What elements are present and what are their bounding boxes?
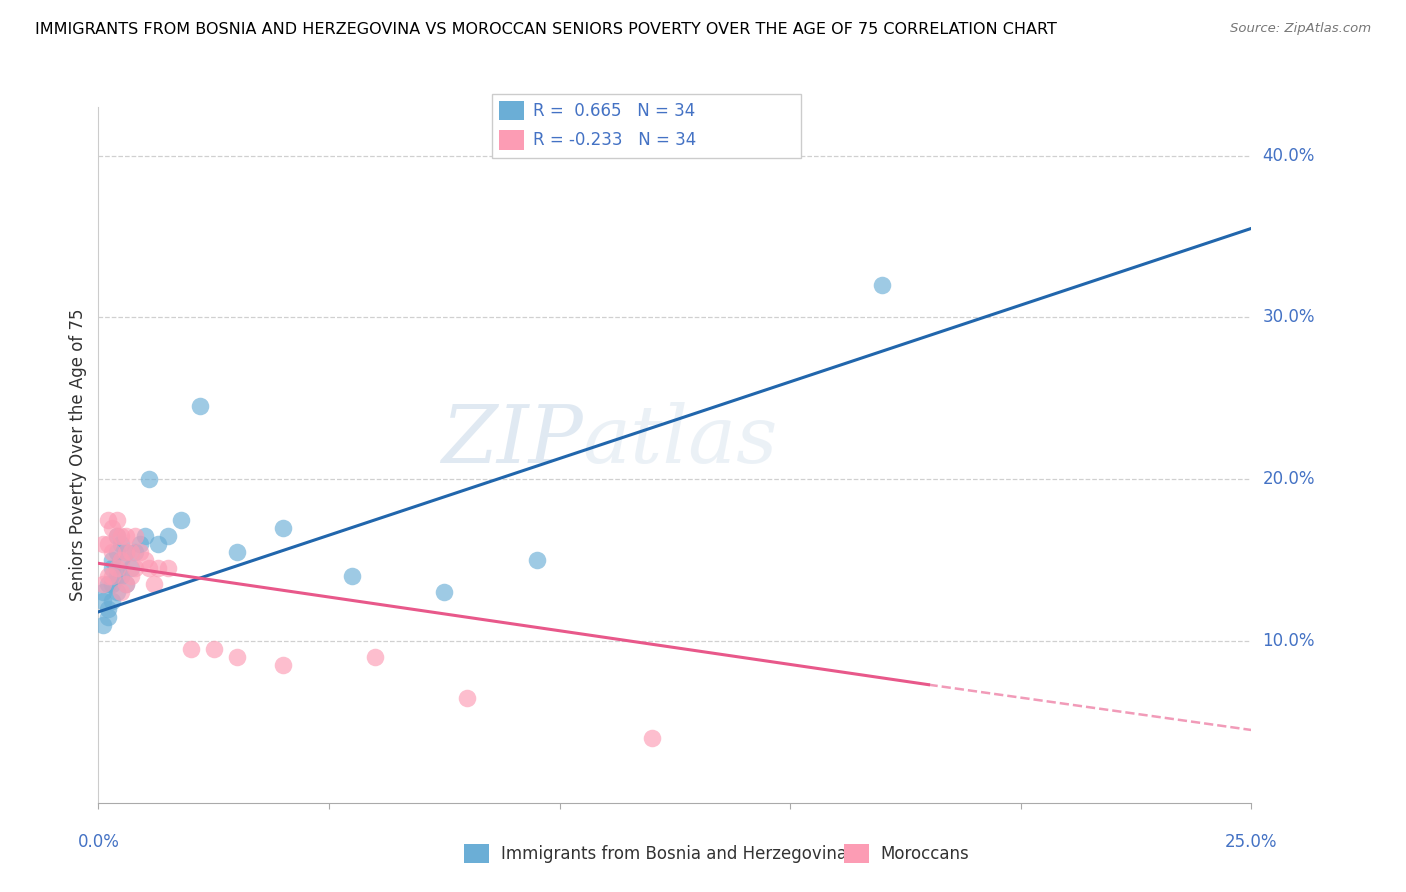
Point xyxy=(156,561,179,575)
Point xyxy=(91,593,114,607)
Point xyxy=(115,545,138,559)
Point xyxy=(156,529,179,543)
Point xyxy=(105,569,128,583)
Point xyxy=(97,577,120,591)
Point xyxy=(364,650,387,665)
Point xyxy=(110,537,132,551)
Point xyxy=(110,553,132,567)
Point xyxy=(124,545,146,559)
Point xyxy=(124,529,146,543)
Text: 25.0%: 25.0% xyxy=(1225,833,1278,851)
Text: 10.0%: 10.0% xyxy=(1263,632,1315,650)
Text: Moroccans: Moroccans xyxy=(880,845,969,863)
Point xyxy=(101,561,124,575)
Point xyxy=(340,569,363,583)
Point xyxy=(110,529,132,543)
Point xyxy=(101,545,124,559)
Point xyxy=(105,585,128,599)
Point xyxy=(101,569,124,583)
Point xyxy=(110,569,132,583)
Point xyxy=(91,537,114,551)
Point xyxy=(110,553,132,567)
Point xyxy=(120,569,142,583)
Point xyxy=(97,569,120,583)
Point xyxy=(105,529,128,543)
Text: atlas: atlas xyxy=(582,402,778,480)
Point xyxy=(97,513,120,527)
Point xyxy=(101,577,124,591)
Point xyxy=(148,537,170,551)
Point xyxy=(138,472,160,486)
Point xyxy=(101,593,124,607)
Point xyxy=(115,529,138,543)
Point xyxy=(271,658,294,673)
Text: IMMIGRANTS FROM BOSNIA AND HERZEGOVINA VS MOROCCAN SENIORS POVERTY OVER THE AGE : IMMIGRANTS FROM BOSNIA AND HERZEGOVINA V… xyxy=(35,22,1057,37)
Point xyxy=(120,545,142,559)
Point xyxy=(142,577,165,591)
Point xyxy=(97,609,120,624)
Point xyxy=(188,400,211,414)
Point xyxy=(105,529,128,543)
Text: Source: ZipAtlas.com: Source: ZipAtlas.com xyxy=(1230,22,1371,36)
Point xyxy=(115,577,138,591)
Point xyxy=(872,278,894,293)
Text: 30.0%: 30.0% xyxy=(1263,309,1315,326)
Point xyxy=(180,642,202,657)
Point xyxy=(225,650,247,665)
Point xyxy=(225,545,247,559)
Point xyxy=(129,545,152,559)
Point xyxy=(97,601,120,615)
Text: ZIP: ZIP xyxy=(441,402,582,480)
Point xyxy=(101,553,124,567)
Y-axis label: Seniors Poverty Over the Age of 75: Seniors Poverty Over the Age of 75 xyxy=(69,309,87,601)
Point xyxy=(105,561,128,575)
Point xyxy=(456,690,478,705)
Point xyxy=(134,529,156,543)
Point xyxy=(124,561,146,575)
Text: R = -0.233   N = 34: R = -0.233 N = 34 xyxy=(533,131,696,149)
Point xyxy=(134,553,156,567)
Text: Immigrants from Bosnia and Herzegovina: Immigrants from Bosnia and Herzegovina xyxy=(501,845,846,863)
Point xyxy=(271,521,294,535)
Point xyxy=(641,731,664,745)
Point xyxy=(115,545,138,559)
Point xyxy=(91,577,114,591)
Point xyxy=(91,585,114,599)
Point xyxy=(97,537,120,551)
Point xyxy=(105,545,128,559)
Point xyxy=(148,561,170,575)
Point xyxy=(526,553,548,567)
Point xyxy=(91,617,114,632)
Point xyxy=(433,585,456,599)
Point xyxy=(129,537,152,551)
Text: 20.0%: 20.0% xyxy=(1263,470,1315,488)
Point xyxy=(120,561,142,575)
Point xyxy=(115,577,138,591)
Point xyxy=(110,585,132,599)
Point xyxy=(101,521,124,535)
Text: R =  0.665   N = 34: R = 0.665 N = 34 xyxy=(533,103,695,120)
Point xyxy=(138,561,160,575)
Point xyxy=(202,642,225,657)
Point xyxy=(170,513,193,527)
Text: 40.0%: 40.0% xyxy=(1263,146,1315,165)
Text: 0.0%: 0.0% xyxy=(77,833,120,851)
Point xyxy=(105,513,128,527)
